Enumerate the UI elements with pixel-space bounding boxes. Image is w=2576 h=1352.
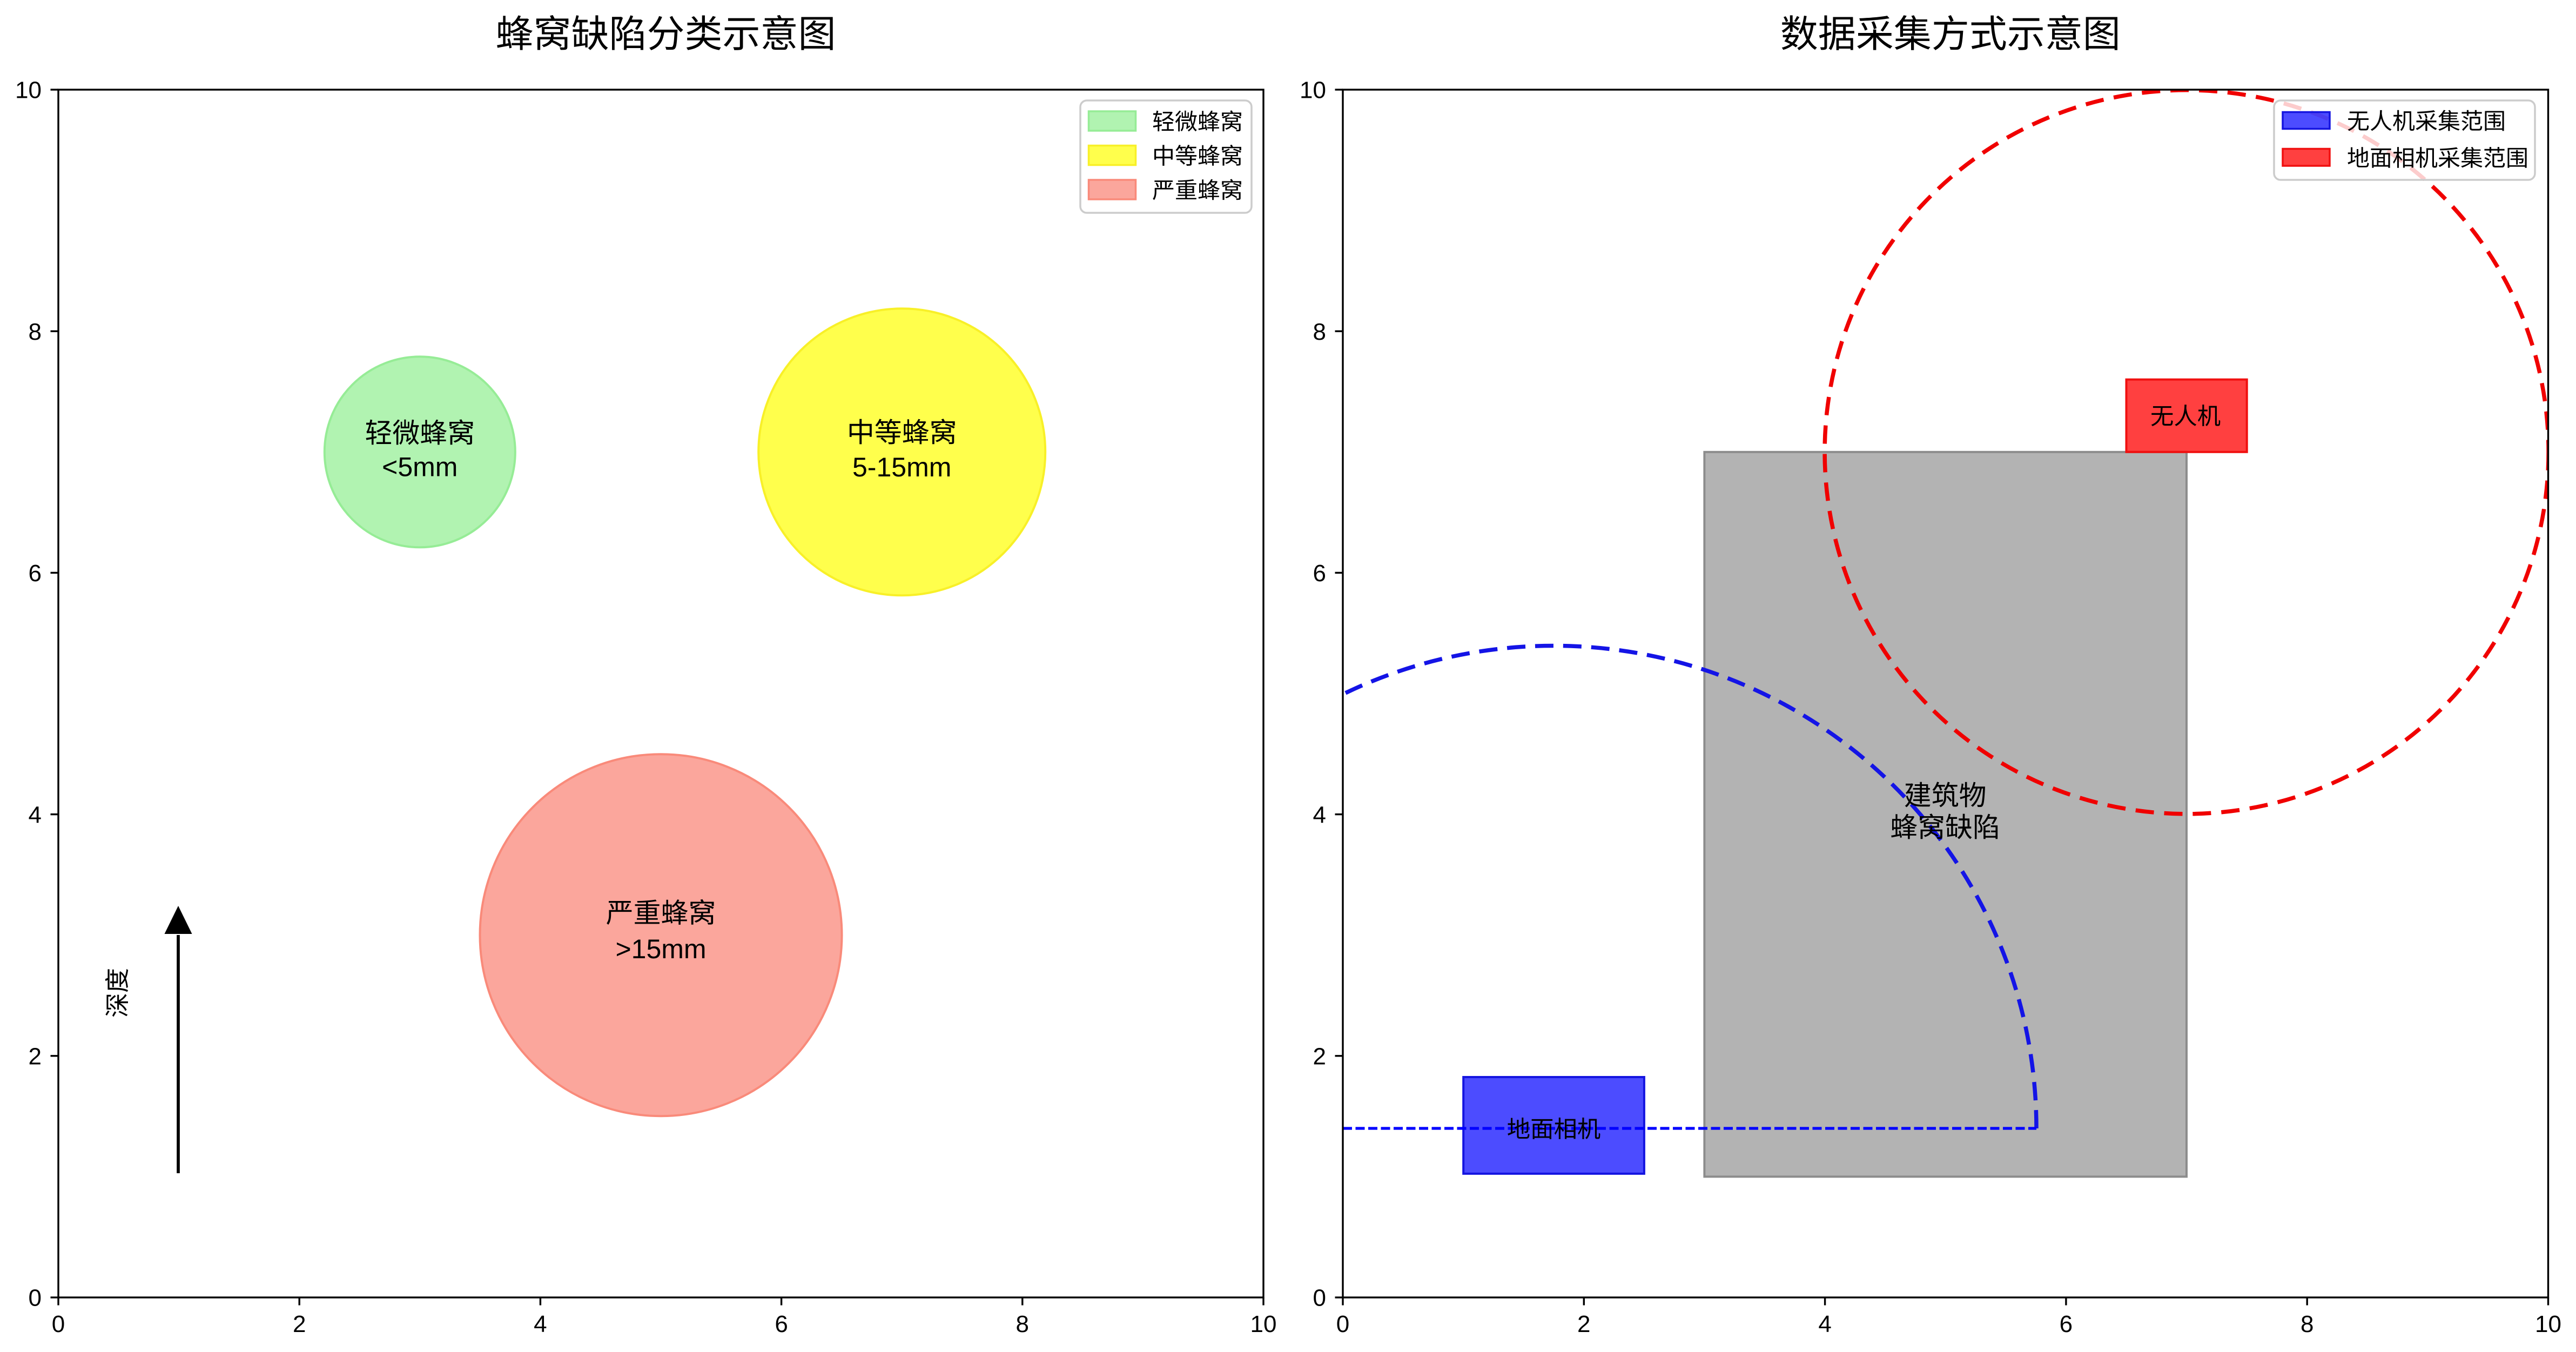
- svg-text:2: 2: [1313, 1044, 1326, 1070]
- svg-text:6: 6: [1313, 560, 1326, 587]
- svg-text:2: 2: [293, 1311, 306, 1337]
- svg-text:10: 10: [1300, 77, 1326, 104]
- svg-text:8: 8: [1016, 1311, 1029, 1337]
- svg-text:4: 4: [29, 802, 42, 828]
- svg-text:>15mm: >15mm: [615, 934, 706, 964]
- svg-text:4: 4: [1818, 1311, 1831, 1337]
- svg-text:2: 2: [1577, 1311, 1590, 1337]
- svg-text:6: 6: [2060, 1311, 2073, 1337]
- svg-text:8: 8: [29, 319, 42, 345]
- svg-text:10: 10: [2535, 1311, 2561, 1337]
- svg-text:8: 8: [2301, 1311, 2313, 1337]
- svg-text:8: 8: [1313, 319, 1326, 345]
- svg-text:0: 0: [52, 1311, 65, 1337]
- svg-text:2: 2: [29, 1044, 42, 1070]
- svg-text:10: 10: [1250, 1311, 1277, 1337]
- svg-text:<5mm: <5mm: [382, 452, 458, 482]
- svg-text:0: 0: [1336, 1311, 1349, 1337]
- svg-text:5-15mm: 5-15mm: [852, 452, 951, 482]
- svg-text:4: 4: [534, 1311, 547, 1337]
- svg-text:0: 0: [1313, 1285, 1326, 1311]
- svg-text:10: 10: [15, 77, 42, 104]
- svg-text:4: 4: [1313, 802, 1326, 828]
- svg-text:0: 0: [29, 1285, 42, 1311]
- svg-text:6: 6: [29, 560, 42, 587]
- svg-text:6: 6: [775, 1311, 788, 1337]
